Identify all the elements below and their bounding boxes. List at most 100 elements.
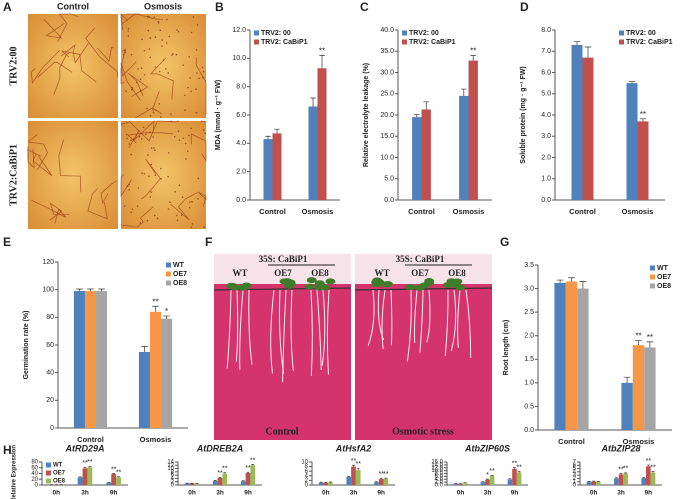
y-tick-label: 35.0 — [380, 48, 394, 55]
bar — [512, 468, 517, 485]
significance-label: ** — [383, 471, 389, 478]
legend-swatch — [46, 470, 51, 476]
error-bar — [246, 471, 250, 474]
y-tick-label: 8 — [305, 464, 309, 470]
leaf-speck — [141, 172, 143, 174]
leaf-speck — [150, 147, 153, 149]
significance-label: ** — [87, 459, 93, 466]
bar — [621, 382, 633, 430]
panel-label: B — [215, 0, 224, 14]
y-tick-label: 4.0 — [435, 477, 444, 483]
leaf-vein — [53, 53, 70, 96]
significance-label: ** — [646, 458, 652, 465]
bar — [565, 281, 578, 430]
error-bar — [646, 464, 650, 467]
root — [226, 289, 232, 369]
leaf-speck — [143, 49, 146, 52]
bar — [374, 482, 379, 485]
y-tick-label: 0 — [35, 483, 39, 489]
line-label: OE7 — [274, 268, 292, 278]
column-label: Control — [57, 1, 89, 11]
error-bar — [568, 277, 575, 282]
line-label: WT — [374, 268, 389, 278]
y-tick-label: 4.0 — [541, 112, 551, 119]
legend-label: WT — [173, 262, 185, 269]
y-tick-label: 8.0 — [541, 27, 551, 34]
leaf-speck — [153, 16, 155, 19]
bar — [240, 481, 246, 485]
panel-label: C — [360, 0, 369, 14]
leaf-speck — [147, 29, 150, 32]
error-bar — [639, 118, 647, 122]
leaf-speck — [176, 214, 178, 217]
error-bar — [347, 475, 351, 477]
leaf-speck — [186, 150, 189, 152]
panel-label: E — [3, 235, 11, 249]
leaf-speck — [149, 196, 152, 198]
error-bar — [251, 464, 255, 466]
legend-label: OE8 — [53, 479, 66, 485]
significance-label: ** — [489, 468, 495, 475]
y-tick-label: 3 — [573, 473, 577, 479]
leaf-speck — [145, 133, 147, 136]
leaf-speck — [195, 111, 198, 114]
leaf-speck — [176, 219, 179, 222]
y-tick-label: 4 — [305, 473, 309, 479]
error-bar — [486, 478, 489, 480]
leaf-speck — [184, 94, 186, 97]
y-tick-label: 8.0 — [435, 471, 444, 477]
y-tick-label: 0.0 — [524, 427, 534, 434]
bar — [571, 44, 583, 200]
leaf-speck — [123, 205, 126, 207]
group-label: 35S: CaBiP1 — [259, 254, 308, 264]
leaf-vein — [37, 61, 73, 78]
bar — [84, 291, 97, 428]
leaf-speck — [147, 154, 149, 156]
significance-label: ** — [116, 470, 122, 477]
y-tick-label: 80 — [46, 314, 54, 321]
y-tick-label: 2.0 — [541, 154, 551, 161]
y-tick-label: 30.0 — [380, 69, 394, 76]
leaf-speck — [150, 163, 153, 166]
x-tick-label: Control — [408, 207, 435, 216]
x-tick-label: 0h — [53, 490, 61, 497]
leaf-speck — [167, 152, 170, 154]
root — [310, 289, 313, 377]
bar — [516, 472, 522, 485]
y-tick-label: 4 — [573, 469, 577, 475]
bar — [637, 121, 649, 200]
y-tick-label: 120 — [42, 259, 54, 266]
leaf-speck — [131, 208, 134, 210]
root — [426, 289, 431, 343]
leaf-speck — [182, 64, 185, 66]
leaf-speck — [165, 42, 168, 44]
panel-label: A — [3, 0, 12, 14]
leaf-vein — [100, 180, 118, 205]
x-tick-label: 9h — [377, 490, 385, 497]
leaf-vein — [120, 13, 140, 25]
error-bar — [508, 478, 512, 480]
root — [419, 289, 424, 353]
y-tick-label: 2.5 — [524, 309, 534, 316]
column-label: Osmosis — [144, 1, 182, 11]
legend-label: TRV2: CaBiP1 — [261, 39, 308, 46]
leaf-speck — [127, 27, 130, 30]
bar — [582, 57, 594, 200]
y-tick-label: 8 — [171, 469, 175, 475]
bar — [149, 311, 162, 428]
error-bar — [352, 464, 355, 467]
root — [321, 289, 326, 366]
error-bar — [379, 477, 383, 480]
leaf-vein — [170, 192, 198, 221]
y-tick-label: 5.0 — [541, 91, 551, 98]
leaf-speck — [177, 120, 179, 123]
leaf-speck — [177, 130, 180, 133]
y-axis-label: MDA (mmol · g⁻¹ FW) — [215, 80, 222, 150]
legend-swatch — [166, 280, 171, 286]
leaf-speck — [167, 208, 170, 210]
leaf-speck — [188, 134, 190, 137]
chart-title: AtbZIP60S — [464, 443, 510, 453]
error-bar — [83, 466, 87, 469]
y-tick-label: 80 — [31, 460, 38, 466]
bar — [623, 473, 628, 485]
